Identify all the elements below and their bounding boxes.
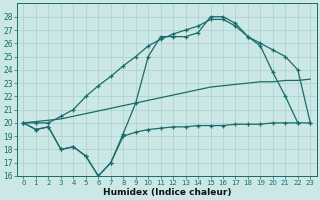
X-axis label: Humidex (Indice chaleur): Humidex (Indice chaleur)	[103, 188, 231, 197]
